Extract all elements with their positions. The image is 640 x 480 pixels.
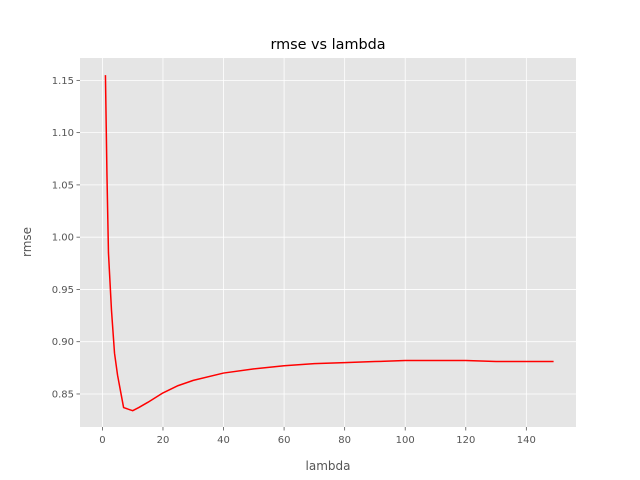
y-axis-label: rmse bbox=[20, 227, 34, 257]
x-axis-label: lambda bbox=[306, 459, 351, 473]
grid-lines bbox=[80, 58, 576, 427]
y-tick-label: 1.05 bbox=[52, 180, 74, 191]
x-tick-label: 80 bbox=[338, 435, 351, 446]
x-tick-label: 100 bbox=[396, 435, 415, 446]
y-tick-label: 1.10 bbox=[52, 128, 74, 139]
y-tick-label: 0.90 bbox=[52, 337, 74, 348]
x-tick-label: 120 bbox=[456, 435, 475, 446]
y-tick-label: 0.95 bbox=[52, 285, 74, 296]
plot-area bbox=[80, 58, 576, 427]
chart-title: rmse vs lambda bbox=[270, 37, 385, 53]
x-tick-label: 140 bbox=[517, 435, 536, 446]
x-tick-label: 60 bbox=[278, 435, 291, 446]
series-layer bbox=[104, 75, 554, 412]
y-tick-label: 0.85 bbox=[52, 389, 74, 400]
y-tick-label: 1.15 bbox=[52, 76, 74, 87]
rmse-series-line bbox=[104, 75, 554, 412]
y-tick-label: 1.00 bbox=[52, 233, 74, 244]
x-tick-label: 40 bbox=[217, 435, 230, 446]
axis-ticks: 0 20 40 60 80 100 120 140 0.85 0.90 0.95 1.00 1.05 1.… bbox=[52, 76, 536, 446]
x-tick-label: 20 bbox=[157, 435, 170, 446]
x-tick-label: 0 bbox=[99, 435, 105, 446]
